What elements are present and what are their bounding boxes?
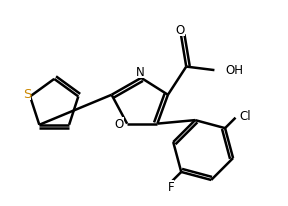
Text: Cl: Cl [240, 110, 251, 123]
Text: F: F [168, 180, 175, 193]
Text: OH: OH [225, 64, 243, 77]
Text: O: O [176, 24, 185, 37]
Text: O: O [115, 118, 124, 130]
Text: N: N [136, 66, 145, 79]
Text: S: S [23, 88, 31, 101]
